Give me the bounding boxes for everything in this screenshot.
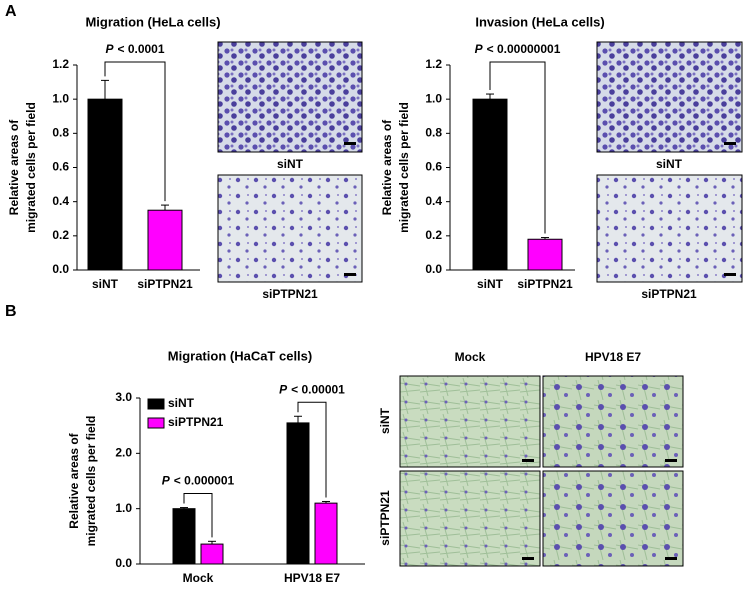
error-bar <box>541 237 549 240</box>
error-bar <box>101 79 109 100</box>
x-tick-label: Mock <box>183 571 214 585</box>
y-axis-label: Relative areas of <box>380 119 394 215</box>
x-tick-label: siNT <box>477 277 504 291</box>
y-tick-label: 0.4 <box>52 194 69 208</box>
bar <box>472 98 508 271</box>
micrograph <box>596 41 743 153</box>
x-tick-label: HPV18 E7 <box>284 571 340 585</box>
p-value: P < 0.0001 <box>105 42 164 56</box>
y-axis-label: migrated cells per field <box>24 102 38 233</box>
image-row-label: siNT <box>378 407 392 434</box>
p-threshold: < 0.000001 <box>174 474 235 488</box>
legend-swatch <box>147 398 165 410</box>
significance-bracket <box>183 493 213 538</box>
y-tick-label: 0.2 <box>52 228 69 242</box>
image-label: siNT <box>277 157 304 171</box>
panel-label: A <box>5 3 17 20</box>
y-tick-label: 1.0 <box>52 91 69 105</box>
y-tick-label: 0.2 <box>425 228 442 242</box>
error-bar <box>208 540 216 545</box>
y-axis-label: Relative areas of <box>7 119 21 215</box>
error-bar <box>161 204 169 211</box>
y-tick-label: 1.2 <box>52 57 69 71</box>
p-symbol: P <box>105 42 114 56</box>
y-axis-label: Relative areas of <box>67 432 81 528</box>
y-tick-label: 0.8 <box>52 126 69 140</box>
y-tick-label: 0.8 <box>425 126 442 140</box>
y-axis-label: migrated cells per field <box>84 416 98 547</box>
image-row-label: siPTPN21 <box>378 490 392 546</box>
scale-bars <box>344 142 736 560</box>
p-value: P < 0.000001 <box>162 474 235 488</box>
image-label: siPTPN21 <box>262 287 318 301</box>
chart-title: Migration (HeLa cells) <box>85 14 220 29</box>
panel-label: B <box>5 303 17 320</box>
error-bar <box>294 415 302 423</box>
p-symbol: P <box>279 382 288 396</box>
y-tick-label: 2.0 <box>115 446 132 460</box>
p-value: P < 0.00000001 <box>475 42 561 56</box>
y-tick-label: 0.0 <box>425 262 442 276</box>
y-tick-label: 0.0 <box>115 556 132 570</box>
micrograph <box>217 174 363 283</box>
micrograph <box>399 375 541 468</box>
y-tick-label: 1.2 <box>425 57 442 71</box>
micrograph <box>542 470 684 567</box>
image-label: siNT <box>656 157 683 171</box>
y-axis-label: migrated cells per field <box>397 102 411 233</box>
micrographs <box>217 41 743 567</box>
bar <box>286 422 310 565</box>
chart-title: Migration (HaCaT cells) <box>168 348 312 363</box>
p-value: P < 0.00001 <box>279 382 345 396</box>
error-bar <box>180 507 188 509</box>
significance-bracket <box>297 401 327 498</box>
micrograph <box>399 470 541 567</box>
bar <box>147 209 183 271</box>
y-tick-label: 0.6 <box>425 160 442 174</box>
image-column-label: Mock <box>455 350 486 364</box>
y-tick-label: 0.0 <box>52 262 69 276</box>
image-column-label: HPV18 E7 <box>585 350 641 364</box>
legend-label: siNT <box>168 396 195 410</box>
bar <box>87 98 123 271</box>
p-threshold: < 0.00000001 <box>487 42 561 56</box>
bar <box>314 502 338 565</box>
p-threshold: < 0.00001 <box>291 382 345 396</box>
x-tick-label: siPTPN21 <box>517 277 573 291</box>
error-bar <box>486 93 494 100</box>
x-tick-label: siPTPN21 <box>137 277 193 291</box>
bar <box>200 543 224 565</box>
bar <box>527 238 563 271</box>
p-symbol: P <box>162 474 171 488</box>
p-threshold: < 0.0001 <box>117 42 164 56</box>
y-tick-label: 1.0 <box>115 501 132 515</box>
y-tick-label: 1.0 <box>425 91 442 105</box>
image-label: siPTPN21 <box>641 287 697 301</box>
y-tick-label: 3.0 <box>115 390 132 404</box>
significance-bracket <box>104 61 166 202</box>
y-tick-label: 0.4 <box>425 194 442 208</box>
legend-label: siPTPN21 <box>168 415 224 429</box>
y-tick-label: 0.6 <box>52 160 69 174</box>
micrograph <box>542 375 684 468</box>
legend-swatch <box>147 417 165 429</box>
chart-title: Invasion (HeLa cells) <box>475 14 604 29</box>
significance-bracket <box>489 61 546 234</box>
micrograph <box>596 174 743 283</box>
micrograph <box>217 41 363 153</box>
p-symbol: P <box>475 42 484 56</box>
x-tick-label: siNT <box>92 277 119 291</box>
error-bar <box>322 500 330 504</box>
bar <box>172 508 196 565</box>
